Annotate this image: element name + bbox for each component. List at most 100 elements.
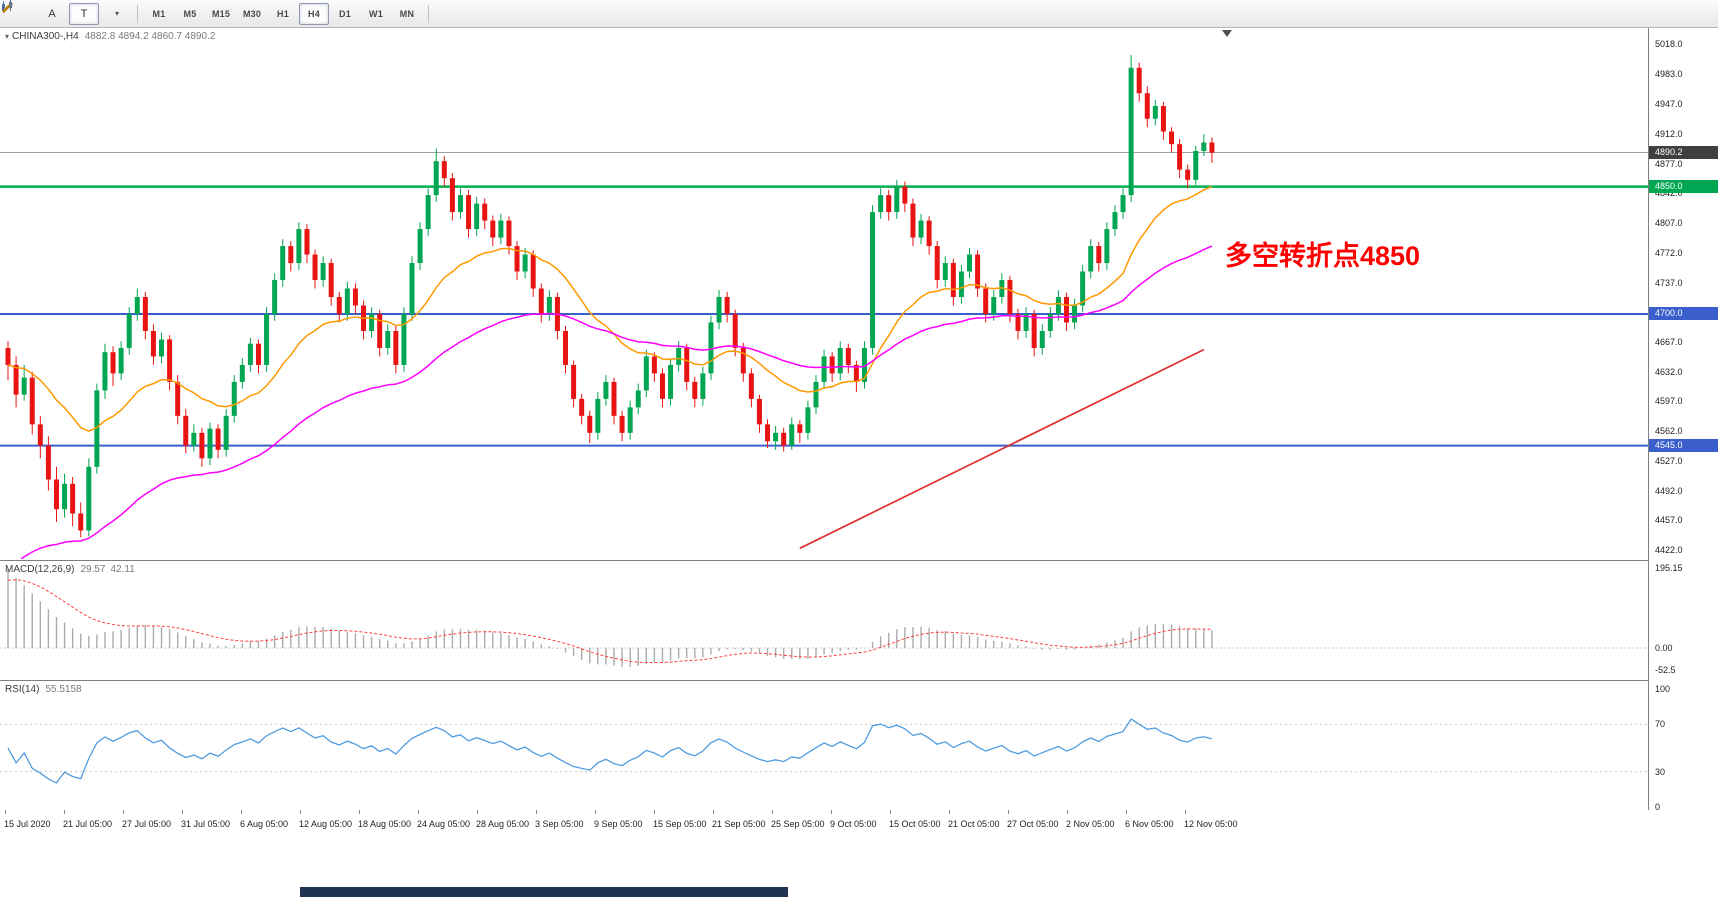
price-chart-canvas[interactable] xyxy=(0,28,1648,559)
candle-body xyxy=(1015,313,1021,331)
candle-body xyxy=(272,280,278,314)
candle-body xyxy=(498,220,504,238)
candle-body xyxy=(934,246,940,281)
taskbar-fragment xyxy=(300,887,788,897)
annotation-a-button[interactable]: A xyxy=(48,7,56,20)
candles xyxy=(5,55,1215,538)
candle-body xyxy=(797,424,803,433)
candle-body xyxy=(231,381,237,416)
candle-body xyxy=(110,352,116,374)
candle-body xyxy=(70,483,76,514)
candle-body xyxy=(918,220,924,238)
rsi-line xyxy=(7,718,1213,784)
axis-badge: 4545.0 xyxy=(1649,439,1718,452)
candle-body xyxy=(700,373,706,399)
candle-body xyxy=(1120,195,1126,213)
time-tick xyxy=(64,810,65,814)
price-label: 4737.0 xyxy=(1655,277,1683,288)
candle-body xyxy=(449,178,455,213)
rsi-pane[interactable]: RSI(14) 55.5158 xyxy=(0,681,1648,811)
chart-annotation-text[interactable]: 多空转折点4850 xyxy=(1225,241,1421,271)
rsi-canvas[interactable] xyxy=(0,681,1648,810)
candle-body xyxy=(1169,131,1175,145)
candle-body xyxy=(344,288,350,314)
candle-body xyxy=(837,347,843,374)
macd-signal-line xyxy=(7,579,1212,664)
toolbar-separator xyxy=(428,4,429,23)
candle-body xyxy=(765,424,771,442)
timeframe-button-m30[interactable]: M30 xyxy=(242,8,262,19)
candle-body xyxy=(409,263,415,314)
candle-body xyxy=(159,339,165,357)
candle-body xyxy=(102,352,108,391)
draw-tools-dropdown[interactable]: ▾ xyxy=(2,2,131,25)
candle-body xyxy=(191,432,197,446)
toolbar-separator xyxy=(137,4,138,23)
time-tick xyxy=(949,810,950,814)
macd-name: MACD(12,26,9) xyxy=(5,564,75,575)
candle-body xyxy=(62,483,68,510)
time-label: 28 Aug 05:00 xyxy=(476,819,530,829)
candle-body xyxy=(1031,313,1037,348)
macd-canvas[interactable] xyxy=(0,561,1648,680)
timeframe-button-m15[interactable]: M15 xyxy=(211,8,231,19)
timeframe-button-h1[interactable]: H1 xyxy=(277,8,289,19)
symbol-label: CHINA300-,H4 xyxy=(12,31,79,42)
candle-body xyxy=(312,254,318,281)
price-label: 4667.0 xyxy=(1655,336,1683,347)
candle-body xyxy=(369,313,375,331)
candle-body xyxy=(53,479,59,510)
text-tool-button[interactable]: T xyxy=(69,2,99,25)
candle-body xyxy=(668,364,674,399)
candle-body xyxy=(393,330,399,365)
candle-body xyxy=(684,347,690,382)
ma-fast-line xyxy=(7,185,1213,432)
price-label: 4597.0 xyxy=(1655,396,1683,407)
expander-icon[interactable]: ▾ xyxy=(5,32,10,41)
macd-pane[interactable]: MACD(12,26,9) 29.57 42.11 xyxy=(0,561,1648,681)
candle-body xyxy=(466,195,472,230)
candle-body xyxy=(773,432,779,442)
candle-body xyxy=(538,288,544,314)
candle-body xyxy=(1007,280,1013,314)
candle-body xyxy=(627,407,633,433)
candle-body xyxy=(910,203,916,238)
time-tick xyxy=(1067,810,1068,814)
candle-body xyxy=(1112,212,1118,230)
candle-body xyxy=(506,220,512,247)
time-tick xyxy=(713,810,714,814)
toolbar: A T ▾ M1 M5 M15 M30 H1 H4 D1 W1 MN xyxy=(0,0,1718,28)
macd-value-2: 42.11 xyxy=(110,564,135,575)
candle-body xyxy=(1088,246,1094,272)
candle-body xyxy=(45,445,51,480)
candle-body xyxy=(288,246,294,264)
candle-body xyxy=(579,398,585,416)
timeframe-button-m1[interactable]: M1 xyxy=(152,8,166,19)
price-label: 4947.0 xyxy=(1655,99,1683,110)
price-label: 4807.0 xyxy=(1655,218,1683,229)
price-axis[interactable]: 5018.0 4983.0 4947.0 4912.0 4877.0 4842.0 4807… xyxy=(1648,28,1718,812)
trendline[interactable] xyxy=(799,348,1205,550)
time-label: 31 Jul 05:00 xyxy=(181,819,231,829)
candle-body xyxy=(433,161,439,196)
main-chart-pane[interactable]: ▾ CHINA300-,H4 4882.8 4894.2 4860.7 4890.2… xyxy=(0,28,1648,561)
time-label: 15 Sep 05:00 xyxy=(653,819,707,829)
time-label: 6 Aug 05:00 xyxy=(240,819,289,829)
timeframe-button-w1[interactable]: W1 xyxy=(369,8,383,19)
price-label: 4983.0 xyxy=(1655,68,1683,79)
time-axis[interactable]: 15 Jul 2020 21 Jul 05:00 27 Jul 05:00 31 Ju… xyxy=(0,810,1718,844)
timeframe-button-m5[interactable]: M5 xyxy=(183,8,197,19)
candle-body xyxy=(926,220,932,247)
candle-body xyxy=(894,186,900,213)
candle-body xyxy=(958,271,964,297)
chart-shift-marker[interactable] xyxy=(1222,30,1232,37)
timeframe-button-h4[interactable]: H4 xyxy=(299,2,329,25)
candle-body xyxy=(619,415,625,433)
timeframe-button-mn[interactable]: MN xyxy=(399,8,415,19)
macd-scale-label: 0.00 xyxy=(1655,643,1673,653)
time-label: 3 Sep 05:00 xyxy=(535,819,584,829)
candle-body xyxy=(401,313,407,365)
timeframe-button-d1[interactable]: D1 xyxy=(339,8,351,19)
price-label: 4772.0 xyxy=(1655,247,1683,258)
price-label: 4562.0 xyxy=(1655,426,1683,437)
